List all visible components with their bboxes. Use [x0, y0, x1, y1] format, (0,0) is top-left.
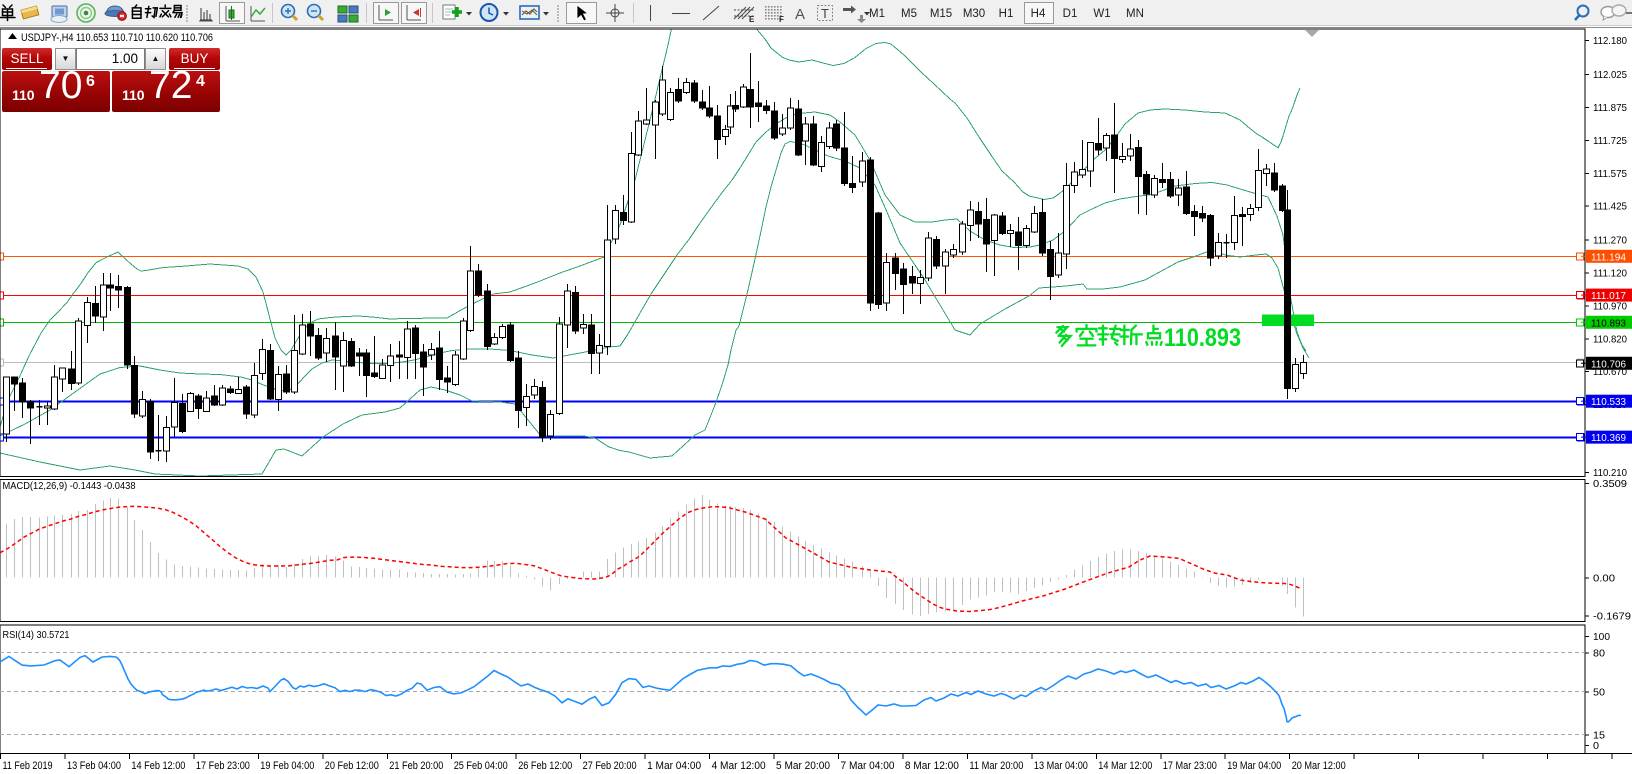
svg-text:11 Mar 20:00: 11 Mar 20:00 — [969, 760, 1023, 772]
svg-text:W1: W1 — [1093, 8, 1110, 20]
svg-text:112.025: 112.025 — [1593, 69, 1627, 81]
svg-text:M15: M15 — [930, 8, 952, 20]
svg-text:USDJPY-,H4 110.653 110.710 11: USDJPY-,H4 110.653 110.710 110.620 110.7… — [21, 32, 213, 44]
svg-text:M30: M30 — [963, 8, 985, 20]
svg-text:8 Mar 12:00: 8 Mar 12:00 — [905, 760, 959, 772]
svg-text:H4: H4 — [1031, 8, 1046, 20]
svg-text:111.875: 111.875 — [1593, 102, 1627, 114]
svg-text:MN: MN — [1126, 8, 1144, 20]
svg-text:M5: M5 — [901, 8, 917, 20]
svg-text:110.706: 110.706 — [1591, 358, 1626, 370]
svg-text:0.00: 0.00 — [1593, 573, 1615, 585]
svg-text:1 Mar 04:00: 1 Mar 04:00 — [647, 760, 701, 772]
svg-text:111.725: 111.725 — [1593, 135, 1627, 147]
svg-text:M1: M1 — [869, 8, 885, 20]
svg-text:11 Feb 2019: 11 Feb 2019 — [3, 760, 53, 772]
svg-text:T: T — [821, 6, 829, 21]
svg-text:H1: H1 — [999, 8, 1014, 20]
svg-text:4 Mar 12:00: 4 Mar 12:00 — [712, 760, 766, 772]
svg-text:110.369: 110.369 — [1591, 432, 1626, 444]
svg-text:111.270: 111.270 — [1593, 235, 1627, 247]
svg-text:14 Feb 12:00: 14 Feb 12:00 — [131, 760, 185, 772]
svg-text:14 Mar 12:00: 14 Mar 12:00 — [1098, 760, 1152, 772]
svg-text:13 Mar 04:00: 13 Mar 04:00 — [1034, 760, 1088, 772]
svg-text:20 Mar 12:00: 20 Mar 12:00 — [1292, 760, 1346, 772]
svg-text:110.893: 110.893 — [1591, 317, 1626, 329]
svg-text:RSI(14) 30.5721: RSI(14) 30.5721 — [3, 629, 70, 641]
svg-text:7 Mar 04:00: 7 Mar 04:00 — [841, 760, 895, 772]
svg-text:111.575: 111.575 — [1593, 168, 1627, 180]
svg-text:0: 0 — [1593, 740, 1599, 752]
svg-text:13 Feb 04:00: 13 Feb 04:00 — [67, 760, 121, 772]
svg-text:111.194: 111.194 — [1591, 251, 1626, 263]
svg-text:MACD(12,26,9) -0.1443 -0.0438: MACD(12,26,9) -0.1443 -0.0438 — [3, 480, 136, 492]
svg-text:17 Feb 23:00: 17 Feb 23:00 — [196, 760, 250, 772]
svg-text:20 Feb 12:00: 20 Feb 12:00 — [325, 760, 379, 772]
svg-text:110.970: 110.970 — [1593, 300, 1627, 312]
svg-text:21 Feb 20:00: 21 Feb 20:00 — [389, 760, 443, 772]
svg-text:F: F — [779, 15, 784, 24]
svg-text:-0.1679: -0.1679 — [1593, 611, 1631, 623]
svg-text:19 Feb 04:00: 19 Feb 04:00 — [260, 760, 314, 772]
svg-text:111.120: 111.120 — [1593, 268, 1627, 280]
svg-text:A: A — [795, 6, 805, 23]
svg-text:17 Mar 23:00: 17 Mar 23:00 — [1163, 760, 1217, 772]
svg-text:0.3509: 0.3509 — [1593, 478, 1627, 490]
svg-text:27 Feb 20:00: 27 Feb 20:00 — [583, 760, 637, 772]
svg-text:110.533: 110.533 — [1591, 396, 1626, 408]
svg-text:26 Feb 12:00: 26 Feb 12:00 — [518, 760, 572, 772]
svg-text:100: 100 — [1593, 631, 1610, 643]
svg-text:50: 50 — [1593, 687, 1605, 699]
svg-text:110.820: 110.820 — [1593, 333, 1627, 345]
svg-text:19 Mar 04:00: 19 Mar 04:00 — [1227, 760, 1281, 772]
svg-text:D1: D1 — [1063, 8, 1078, 20]
svg-text:111.425: 111.425 — [1593, 201, 1627, 213]
svg-text:15: 15 — [1593, 730, 1605, 742]
svg-text:110.893: 110.893 — [1164, 324, 1241, 352]
svg-text:111.017: 111.017 — [1591, 290, 1626, 302]
svg-text:112.180: 112.180 — [1593, 35, 1627, 47]
svg-text:5 Mar 20:00: 5 Mar 20:00 — [776, 760, 830, 772]
svg-text:25 Feb 04:00: 25 Feb 04:00 — [454, 760, 508, 772]
svg-text:110.210: 110.210 — [1593, 467, 1627, 479]
svg-text:E: E — [749, 15, 755, 24]
svg-text:80: 80 — [1593, 648, 1605, 660]
